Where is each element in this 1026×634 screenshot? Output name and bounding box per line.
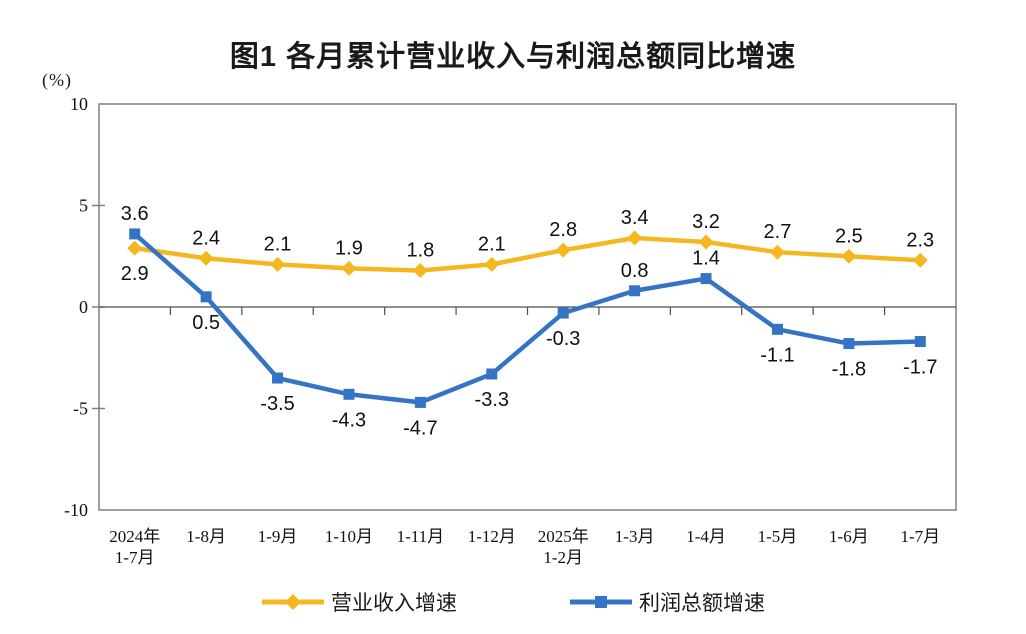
x-axis-label: 1-5月 <box>758 527 798 546</box>
profit-value-label: -4.3 <box>332 409 366 431</box>
profit-marker <box>343 388 355 400</box>
profit-line-square-icon <box>570 596 632 608</box>
profit-marker <box>843 338 855 350</box>
revenue-marker <box>769 244 785 260</box>
x-axis-label: 1-7月 <box>115 548 155 567</box>
profit-marker <box>414 396 426 408</box>
x-axis-label: 1-4月 <box>686 527 726 546</box>
profit-marker <box>629 285 641 297</box>
revenue-marker <box>412 262 428 278</box>
revenue-value-label: 2.3 <box>906 229 934 251</box>
revenue-value-label: 3.4 <box>621 207 649 229</box>
revenue-value-label: 1.9 <box>335 237 363 259</box>
revenue-value-label: 2.5 <box>835 225 863 247</box>
revenue-marker <box>841 248 857 264</box>
profit-value-label: 3.6 <box>121 203 149 225</box>
profit-marker <box>129 228 141 240</box>
legend-label-profit: 利润总额增速 <box>639 592 765 615</box>
revenue-value-label: 2.9 <box>121 263 149 285</box>
profit-value-label: 0.8 <box>621 260 649 282</box>
profit-marker <box>557 307 569 319</box>
profit-marker <box>200 291 212 303</box>
revenue-value-label: 2.1 <box>264 233 292 255</box>
x-axis-label: 1-8月 <box>186 527 226 546</box>
legend-item-revenue: 营业收入增速 <box>261 587 457 617</box>
revenue-value-label: 2.7 <box>764 221 792 243</box>
x-axis-label: 1-9月 <box>258 527 298 546</box>
x-axis-label: 2024年 <box>109 527 160 546</box>
revenue-marker <box>912 252 928 268</box>
revenue-marker <box>627 230 643 246</box>
legend-item-profit: 利润总额增速 <box>569 587 765 617</box>
x-axis-label: 1-3月 <box>615 527 655 546</box>
revenue-value-label: 2.4 <box>192 227 220 249</box>
revenue-value-label: 1.8 <box>406 239 434 261</box>
legend-label-revenue: 营业收入增速 <box>331 592 457 615</box>
profit-value-label: -3.3 <box>475 389 509 411</box>
profit-value-label: -4.7 <box>403 417 437 439</box>
x-axis-label: 1-6月 <box>829 527 869 546</box>
legend: 营业收入增速 利润总额增速 <box>0 587 1026 617</box>
profit-marker <box>486 368 498 380</box>
revenue-marker <box>341 260 357 276</box>
profit-marker <box>700 273 712 285</box>
revenue-value-label: 3.2 <box>692 211 720 233</box>
x-axis-label: 2025年 <box>538 527 589 546</box>
revenue-line-diamond-icon <box>262 594 324 610</box>
x-axis-label: 1-11月 <box>397 527 445 546</box>
revenue-marker <box>698 234 714 250</box>
x-axis-label: 1-7月 <box>900 527 940 546</box>
y-axis-tick-label: -5 <box>73 399 88 419</box>
x-axis-label: 1-12月 <box>468 527 516 546</box>
profit-value-label: 0.5 <box>192 312 220 334</box>
revenue-marker <box>270 256 286 272</box>
profit-value-label: -0.3 <box>546 328 580 350</box>
revenue-marker <box>555 242 571 258</box>
profit-value-label: -1.8 <box>832 359 866 381</box>
revenue-marker <box>484 256 500 272</box>
x-axis-label: 1-2月 <box>543 548 583 567</box>
profit-value-label: -1.1 <box>760 344 794 366</box>
profit-marker <box>272 372 284 384</box>
profit-value-label: -3.5 <box>260 393 294 415</box>
revenue-line <box>132 235 923 273</box>
revenue-value-label: 2.1 <box>478 233 506 255</box>
profit-marker <box>914 336 926 348</box>
y-axis-tick-label: 10 <box>70 94 88 114</box>
y-axis-tick-label: 0 <box>79 297 88 317</box>
profit-marker <box>771 323 783 335</box>
profit-value-label: -1.7 <box>903 357 937 379</box>
y-axis-tick-label: 5 <box>79 196 88 216</box>
revenue-marker <box>198 250 214 266</box>
revenue-marker <box>127 240 143 256</box>
x-axis-label: 1-10月 <box>325 527 373 546</box>
profit-value-label: 1.4 <box>692 248 720 270</box>
y-axis-tick-label: -10 <box>64 500 88 520</box>
profit-line <box>132 231 923 405</box>
y-axis-unit-label: (%) <box>42 70 72 90</box>
revenue-value-label: 2.8 <box>549 219 577 241</box>
chart-title: 图1 各月累计营业收入与利润总额同比增速 <box>229 41 797 73</box>
